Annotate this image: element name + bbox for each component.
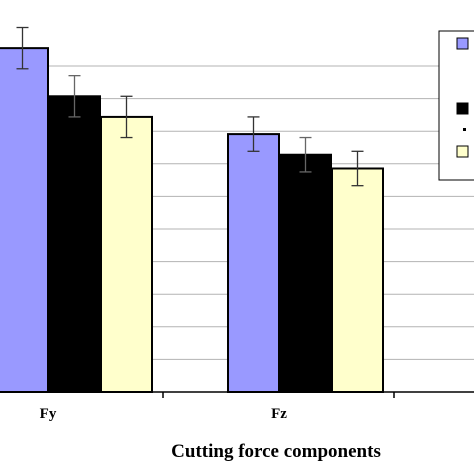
error-bars-group (16, 26, 364, 187)
legend-swatch-series-1 (456, 37, 469, 50)
x-ticks (162, 392, 395, 398)
error-bar-fz-series-1 (247, 116, 260, 152)
error-bar-fy-series-2 (68, 74, 81, 118)
x-tick-label-fy: Fy (40, 406, 57, 422)
legend (438, 30, 474, 181)
error-bar-fy-series-1 (16, 26, 29, 70)
bar-fz-series-3 (331, 167, 384, 393)
error-bar-fz-series-3 (351, 150, 364, 187)
legend-swatch-series-3 (456, 145, 469, 158)
bars-group (0, 47, 384, 394)
bar-fy-series-1 (0, 47, 49, 393)
error-bar-fy-series-3 (120, 95, 133, 139)
bar-fy-series-3 (100, 115, 153, 393)
bar-fy-series-2 (48, 95, 101, 393)
x-tick-label-fz: Fz (271, 406, 287, 422)
legend-swatch-series-2 (456, 102, 469, 115)
legend-marker-dot (463, 128, 466, 131)
error-bar-fz-series-2 (299, 136, 312, 173)
bar-fz-series-2 (279, 153, 332, 393)
bar-fz-series-1 (227, 133, 280, 394)
x-axis-title: Cutting force components (171, 441, 381, 462)
